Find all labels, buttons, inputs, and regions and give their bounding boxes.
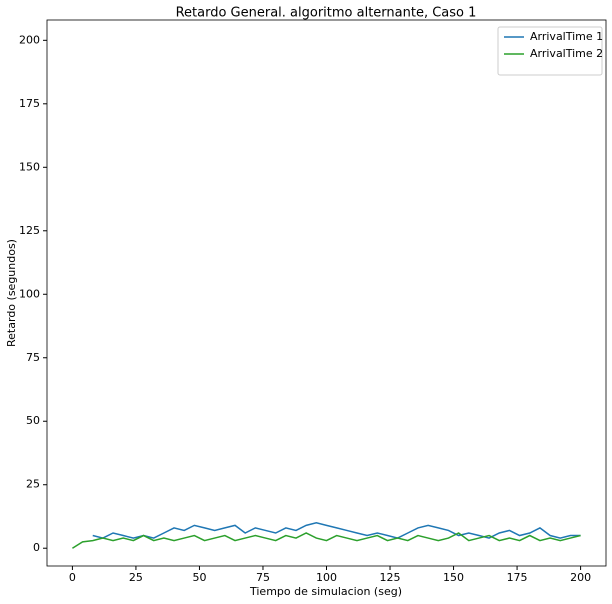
y-tick-label: 0 [33,541,40,554]
x-tick-label: 175 [507,571,528,584]
x-tick-label: 125 [380,571,401,584]
y-tick-label: 175 [19,97,40,110]
legend-box [497,26,603,76]
chart-title: Retardo General. algoritmo alternante, C… [176,6,477,21]
data-line [72,532,581,549]
x-tick-label: 75 [256,571,270,584]
legend-label: ArrivalTime 2 [530,47,603,60]
y-tick-label: 100 [19,287,40,300]
y-tick-label: 50 [26,414,40,427]
legend-label: ArrivalTime 1 [530,30,603,43]
y-tick-label: 75 [26,351,40,364]
y-tick-label: 200 [19,33,40,46]
x-tick-label: 200 [570,571,591,584]
x-tick-label: 0 [69,571,76,584]
x-tick-label: 50 [192,571,206,584]
x-tick-label: 150 [443,571,464,584]
x-tick-label: 25 [129,571,143,584]
data-line [92,522,581,539]
plot-frame [46,19,607,567]
y-axis-label: Retardo (segundos) [5,239,18,347]
y-tick-label: 150 [19,160,40,173]
y-tick-label: 125 [19,224,40,237]
x-axis-label: Tiempo de simulacion (seg) [249,585,402,598]
x-tick-label: 100 [316,571,337,584]
y-tick-label: 25 [26,478,40,491]
